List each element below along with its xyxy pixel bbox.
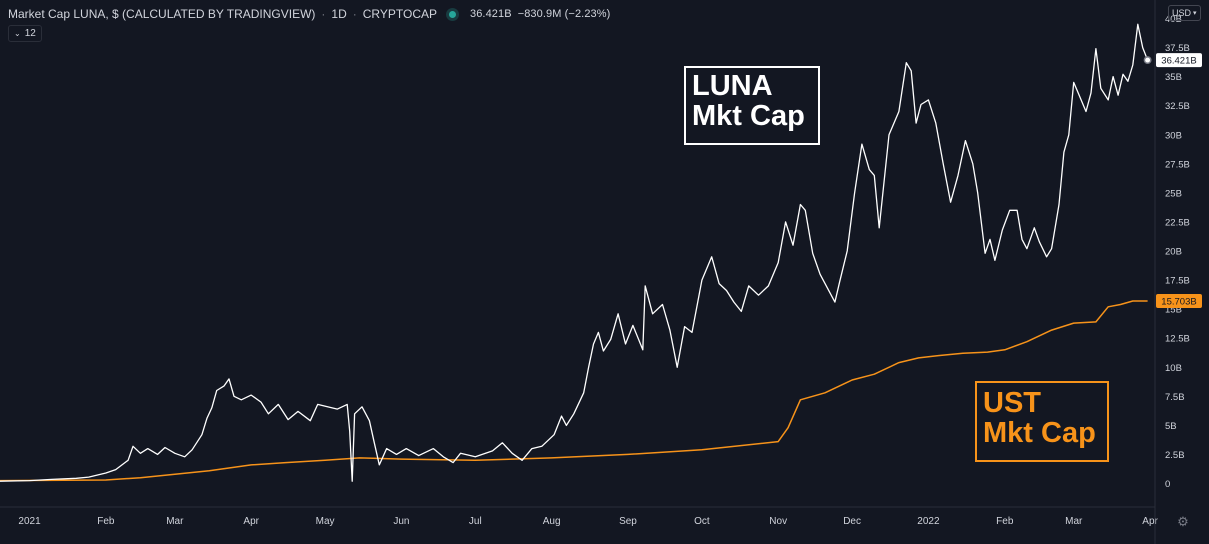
luna-last-point-marker[interactable]	[1143, 56, 1152, 65]
luna-annotation-line1: LUNA	[692, 70, 773, 102]
ust-last-value-tag	[1156, 293, 1202, 308]
ust-annotation-line1: UST	[983, 387, 1041, 419]
luna-annotation-line2: Mkt Cap	[692, 100, 805, 133]
x-axis[interactable]: 2021 Feb Mar Apr May Jun Jul Aug Sep Oct Nov Dec 202…	[18, 516, 1158, 527]
y-tick-label: 37.5B	[1165, 43, 1190, 54]
interval-label: 1D	[331, 7, 347, 21]
currency-label: USD	[1172, 8, 1192, 18]
x-tick-label: Feb	[97, 516, 115, 527]
x-tick-label: Mar	[1065, 516, 1083, 527]
x-tick-label: Apr	[1142, 516, 1158, 527]
x-tick-label: Sep	[619, 516, 637, 527]
luna-series-line[interactable]	[0, 23, 1149, 482]
y-tick-label: 22.5B	[1165, 217, 1190, 228]
plot-area[interactable]	[0, 23, 1152, 482]
chevron-down-icon: ⌄	[14, 29, 21, 38]
y-tick-label: 27.5B	[1165, 159, 1190, 170]
y-tick-label: 10B	[1165, 363, 1182, 374]
x-tick-label: Mar	[166, 516, 184, 527]
y-tick-label: 40B	[1165, 14, 1182, 25]
x-tick-label: Aug	[543, 516, 561, 527]
y-tick-label: 12.5B	[1165, 334, 1190, 345]
change-value: −830.9M (−2.23%)	[517, 8, 611, 20]
y-tick-label: 25B	[1165, 188, 1182, 199]
x-tick-label: Feb	[996, 516, 1014, 527]
x-tick-label: 2021	[18, 516, 41, 527]
ust-series-line[interactable]	[0, 300, 1148, 482]
y-tick-label: 15B	[1165, 305, 1182, 316]
last-value-labels: 36.421B 15.703B	[1156, 53, 1202, 308]
y-axis[interactable]: 0 2.5B 5B 7.5B 10B 12.5B 15B 17.5B 20B 22.5B 25B 27…	[1165, 14, 1190, 490]
separator: ·	[352, 7, 357, 21]
y-tick-label: 20B	[1165, 247, 1182, 258]
y-tick-label: 0	[1165, 479, 1170, 490]
y-tick-label: 2.5B	[1165, 450, 1185, 461]
symbol-legend[interactable]: Market Cap LUNA, $ (CALCULATED BY TRADIN…	[8, 6, 610, 22]
gear-icon[interactable]: ⚙	[1177, 514, 1189, 529]
luna-annotation-box[interactable]: LUNA Mkt Cap	[684, 66, 820, 145]
indicators-count: 12	[24, 28, 36, 39]
x-tick-label: Nov	[769, 516, 787, 527]
x-tick-label: Oct	[694, 516, 710, 527]
y-tick-label: 30B	[1165, 130, 1182, 141]
x-tick-label: Jul	[469, 516, 482, 527]
y-tick-label: 17.5B	[1165, 276, 1190, 287]
chevron-down-icon: ▾	[1193, 10, 1197, 17]
ust-annotation-box[interactable]: UST Mkt Cap	[975, 381, 1109, 462]
symbol-title: Market Cap LUNA, $ (CALCULATED BY TRADIN…	[8, 7, 316, 21]
x-tick-label: 2022	[917, 516, 940, 527]
x-tick-label: Apr	[243, 516, 259, 527]
luna-last-value-tag	[1156, 53, 1202, 68]
exchange-label: CRYPTOCAP	[362, 7, 437, 21]
currency-selector[interactable]: USD ▾	[1168, 5, 1201, 21]
indicators-collapse-button[interactable]: ⌄ 12	[8, 25, 42, 42]
luna-last-value-label: 36.421B	[1161, 56, 1196, 67]
ust-last-value-label: 15.703B	[1161, 296, 1196, 307]
last-value: 36.421B	[470, 8, 512, 20]
y-tick-label: 32.5B	[1165, 101, 1190, 112]
y-tick-label: 5B	[1165, 421, 1177, 432]
ust-annotation-line2: Mkt Cap	[983, 417, 1096, 450]
y-tick-label: 7.5B	[1165, 392, 1185, 403]
separator: ·	[321, 7, 326, 21]
market-status-icon	[449, 10, 456, 18]
x-tick-label: May	[316, 516, 335, 527]
x-tick-label: Dec	[843, 516, 861, 527]
y-tick-label: 35B	[1165, 72, 1182, 83]
x-tick-label: Jun	[393, 516, 409, 527]
